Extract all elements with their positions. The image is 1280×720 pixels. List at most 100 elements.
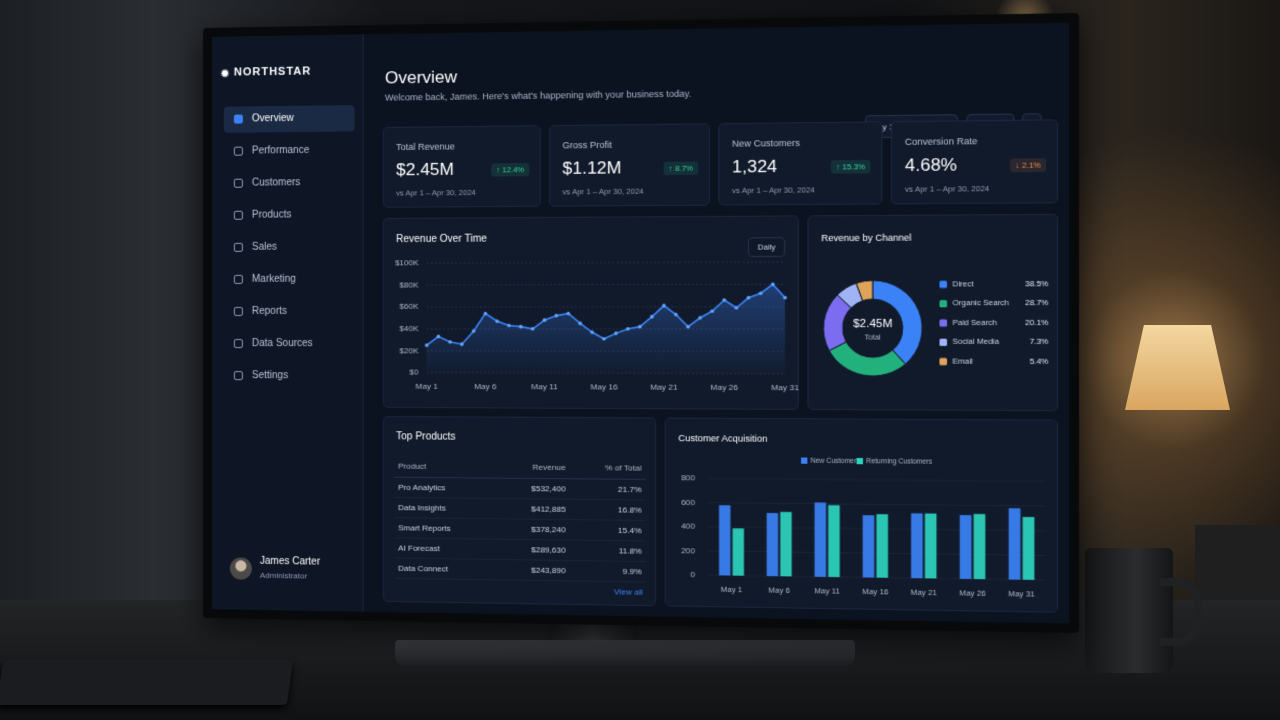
table-cell: Smart Reports [394, 517, 498, 540]
point [698, 316, 702, 320]
bar [732, 528, 744, 576]
user-name[interactable]: James Carter [259, 555, 321, 568]
kpi-card: Conversion Rate 4.68% ↓ 2.1% vs Apr 1 – Apr… [890, 119, 1059, 205]
bar [973, 513, 986, 580]
channel-card: Revenue by Channel Direct 38.5% Organic Sea… [807, 213, 1059, 412]
chart-title: Customer Acquisition [678, 433, 767, 444]
kpi-value: 1,324 [732, 156, 778, 177]
legend-value: 7.3% [1030, 337, 1049, 346]
point [566, 311, 571, 316]
point [662, 303, 666, 308]
point [424, 343, 429, 348]
donut-chart: Revenue by Channel Direct 38.5% Organic Sea… [821, 233, 1049, 412]
point [590, 330, 594, 335]
products-table: Product Revenue% of Total Pro Analytics $53… [394, 455, 646, 583]
x-tick-label: May 31 [1008, 589, 1035, 599]
y-tick-label: $0 [409, 368, 419, 377]
point [578, 321, 583, 326]
nav-label: Marketing [251, 273, 296, 285]
legend-swatch [939, 357, 948, 366]
y-tick-label: 800 [681, 473, 696, 482]
y-tick-label: $60K [399, 302, 419, 311]
nav-item[interactable]: Data Sources [224, 331, 355, 357]
x-tick-label: May 16 [862, 587, 888, 597]
nav-item[interactable]: Reports [224, 299, 355, 325]
legend-swatch [939, 319, 948, 327]
nav-item[interactable]: Sales [224, 234, 355, 261]
legend-value: 28.7% [1025, 298, 1049, 307]
point [554, 313, 559, 318]
bar [959, 515, 972, 579]
table-cell: Pro Analytics [394, 477, 498, 499]
kpi-value: $1.12M [562, 158, 622, 179]
kpi-card: New Customers 1,324 ↑ 15.3% vs Apr 1 – Apr … [718, 121, 883, 206]
granularity-select[interactable]: Daily [748, 237, 786, 257]
legend-label: Email [952, 356, 973, 365]
y-tick-label: 400 [681, 521, 696, 530]
nav-item[interactable]: Customers [224, 170, 355, 197]
brand: NORTHSTAR [233, 65, 312, 79]
nav-item[interactable]: Products [224, 202, 355, 229]
kpi-period: vs Apr 1 – Apr 30, 2024 [562, 186, 644, 197]
point [460, 342, 464, 347]
point [686, 324, 690, 329]
kpi-change: ↓ 2.1% [1010, 158, 1047, 173]
mug [1085, 548, 1173, 673]
table-title: Top Products [396, 431, 456, 443]
line-chart: Revenue Over Time $0 $20K $40K $60K $80K $100K… [395, 233, 800, 392]
legend-label: New Customers [811, 457, 860, 465]
table-cell: 21.7% [569, 478, 646, 500]
x-tick-label: May 1 [721, 585, 743, 595]
bar [719, 505, 731, 576]
table-cell: $243,890 [497, 559, 570, 581]
kpi-change: ↑ 8.7% [663, 161, 699, 176]
bar [911, 513, 923, 579]
point [436, 334, 441, 339]
monitor: ✹ NORTHSTAR James Carter Administrator O… [203, 12, 1080, 634]
point [710, 309, 715, 314]
nav-item[interactable]: Settings [224, 363, 355, 390]
avatar [229, 557, 252, 580]
nav-icon [233, 242, 243, 252]
center-label: Total [865, 334, 881, 341]
nav-icon [233, 339, 243, 349]
kpi-label: Total Revenue [396, 141, 455, 153]
nav-icon [233, 178, 243, 188]
y-tick-label: $40K [399, 324, 419, 333]
column-header: Revenue [497, 456, 570, 479]
bar [1022, 516, 1035, 580]
kpi-period: vs Apr 1 – Apr 30, 2024 [396, 187, 476, 198]
legend-swatch [939, 338, 948, 346]
bar [1008, 508, 1021, 580]
point [507, 323, 511, 328]
lamp [1125, 325, 1230, 410]
user-role: Administrator [259, 570, 308, 581]
nav-label: Overview [251, 112, 294, 125]
table-cell: $532,400 [497, 478, 570, 500]
notebook [0, 660, 294, 705]
nav-item[interactable]: Overview [223, 105, 355, 133]
grid-line [427, 284, 785, 285]
legend-label: Returning Customers [866, 458, 932, 466]
legend-swatch [856, 457, 863, 465]
nav-item[interactable]: Performance [224, 137, 355, 164]
nav-item[interactable]: Marketing [224, 267, 355, 293]
grid-line [708, 503, 1046, 506]
point [602, 337, 606, 341]
column-header: Product [394, 455, 498, 479]
point [530, 327, 535, 331]
acquisition-card: Customer Acquisition New Customers Returni… [664, 417, 1059, 613]
x-tick-label: May 6 [768, 585, 790, 595]
chart-title: Revenue by Channel [821, 233, 911, 244]
page-subtitle: Welcome back, James. Here's what's happe… [384, 88, 692, 103]
point [770, 282, 775, 287]
y-tick-label: 600 [681, 497, 696, 506]
chart-title: Revenue Over Time [396, 233, 487, 245]
y-tick-label: 200 [681, 546, 696, 555]
nav-label: Performance [251, 144, 310, 157]
table-row: Pro Analytics $532,400 21.7% [394, 477, 646, 500]
view-all-link[interactable]: View all [613, 587, 643, 597]
nav-icon [233, 306, 243, 316]
nav-icon [233, 274, 243, 284]
